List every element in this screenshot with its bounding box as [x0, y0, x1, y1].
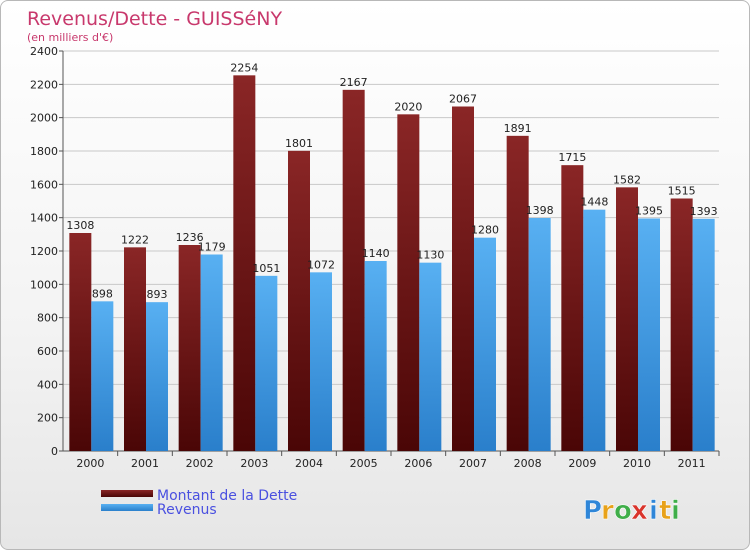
data-label-dette-2011: 1515: [668, 185, 696, 198]
data-label-dette-2002: 1236: [176, 231, 204, 244]
data-label-revenus-2002: 1179: [198, 241, 226, 254]
data-label-dette-2004: 1801: [285, 137, 313, 150]
bar-revenus-2006: [419, 262, 442, 451]
logo-letter: r: [601, 496, 614, 526]
data-label-dette-2001: 1222: [121, 233, 149, 246]
bar-revenus-2003: [255, 275, 278, 451]
x-tick-label-2001: 2001: [131, 457, 159, 470]
bar-revenus-2004: [310, 272, 332, 451]
data-label-revenus-2005: 1140: [362, 247, 390, 260]
x-tick-label-2010: 2010: [623, 457, 651, 470]
bar-revenus-2005: [364, 261, 387, 451]
bar-revenus-2000: [91, 301, 114, 451]
bar-dette-2009: [561, 165, 584, 451]
data-label-revenus-2006: 1130: [416, 249, 444, 262]
x-tick-label-2004: 2004: [295, 457, 323, 470]
data-label-dette-2005: 2167: [340, 76, 368, 89]
x-tick-label-2008: 2008: [514, 457, 542, 470]
bar-dette-2007: [452, 106, 474, 451]
y-tick-label: 2200: [30, 78, 58, 91]
bar-revenus-2009: [583, 209, 606, 451]
y-tick-label: 600: [37, 345, 58, 358]
bar-dette-2010: [616, 187, 638, 452]
logo-letter: i: [671, 496, 680, 526]
bar-revenus-2001: [146, 302, 168, 451]
y-tick-label: 1600: [30, 178, 58, 191]
chart-subtitle: (en milliers d'€): [27, 31, 113, 44]
bar-dette-2003: [233, 75, 256, 451]
legend: Montant de la Dette Revenus: [101, 488, 297, 518]
legend-swatch-dette: [101, 490, 153, 497]
data-label-dette-2008: 1891: [504, 122, 532, 135]
bar-dette-2002: [178, 245, 201, 451]
logo-letter: x: [631, 496, 648, 526]
legend-label-dette: Montant de la Dette: [157, 488, 297, 504]
x-tick-label-2003: 2003: [240, 457, 268, 470]
x-tick-label-2009: 2009: [568, 457, 596, 470]
y-tick-label: 1000: [30, 278, 58, 291]
bar-dette-2005: [342, 89, 365, 451]
bar-revenus-2002: [200, 254, 223, 451]
proxiti-logo: Pr o x i t i: [583, 496, 681, 527]
logo-letter: o: [614, 496, 632, 526]
y-tick-label: 2400: [30, 45, 58, 58]
bar-revenus-2011: [692, 218, 715, 451]
data-label-dette-2009: 1715: [558, 151, 586, 164]
x-tick-label-2005: 2005: [350, 457, 378, 470]
y-tick-label: 1200: [30, 245, 58, 258]
y-tick-label: 200: [37, 412, 58, 425]
y-tick-label: 400: [37, 378, 58, 391]
x-tick-label-2007: 2007: [459, 457, 487, 470]
data-label-revenus-2007: 1280: [471, 224, 499, 237]
data-label-dette-2006: 2020: [394, 100, 422, 113]
legend-label-revenus: Revenus: [157, 502, 217, 518]
x-tick-label-2006: 2006: [404, 457, 432, 470]
grid-lines: [63, 50, 719, 452]
data-label-revenus-2010: 1395: [635, 205, 663, 218]
bar-dette-2011: [670, 198, 693, 451]
logo-letter: P: [583, 496, 602, 526]
data-label-revenus-2011: 1393: [690, 205, 718, 218]
data-label-dette-2007: 2067: [449, 93, 477, 106]
data-label-revenus-2008: 1398: [526, 204, 554, 217]
y-tick-label: 0: [51, 445, 58, 458]
logo-letter: t: [659, 496, 671, 526]
data-label-revenus-2004: 1072: [307, 258, 335, 271]
x-tick-label-2000: 2000: [76, 457, 104, 470]
bar-revenus-2010: [638, 218, 660, 451]
y-tick-label: 800: [37, 312, 58, 325]
y-tick-label: 1400: [30, 212, 58, 225]
y-tick-label: 2000: [30, 112, 58, 125]
data-label-revenus-2003: 1051: [252, 262, 280, 275]
x-tick-label-2002: 2002: [186, 457, 214, 470]
x-axis-ticks: 2000 2001 2002 2003 2004 2005 2006 2007 2008 2009…: [76, 451, 720, 470]
bar-dette-2006: [397, 114, 420, 451]
bar-revenus-2008: [528, 218, 551, 451]
data-label-revenus-2000: 898: [92, 287, 113, 300]
data-label-revenus-2009: 1448: [580, 196, 608, 209]
data-label-revenus-2001: 893: [147, 288, 168, 301]
logo-letter: i: [649, 496, 658, 526]
bar-dette-2000: [69, 233, 92, 451]
bar-dette-2004: [288, 150, 310, 452]
bar-dette-2001: [124, 247, 146, 451]
chart-title: Revenus/Dette - GUISSéNY: [27, 8, 282, 30]
legend-swatch-revenus: [101, 504, 153, 511]
data-label-dette-2010: 1582: [613, 173, 641, 186]
data-label-dette-2000: 1308: [66, 219, 94, 232]
bar-dette-2008: [506, 135, 529, 452]
y-tick-label: 1800: [30, 145, 58, 158]
bar-revenus-2007: [474, 237, 496, 451]
data-label-dette-2003: 2254: [230, 61, 258, 74]
x-tick-label-2011: 2011: [678, 457, 706, 470]
